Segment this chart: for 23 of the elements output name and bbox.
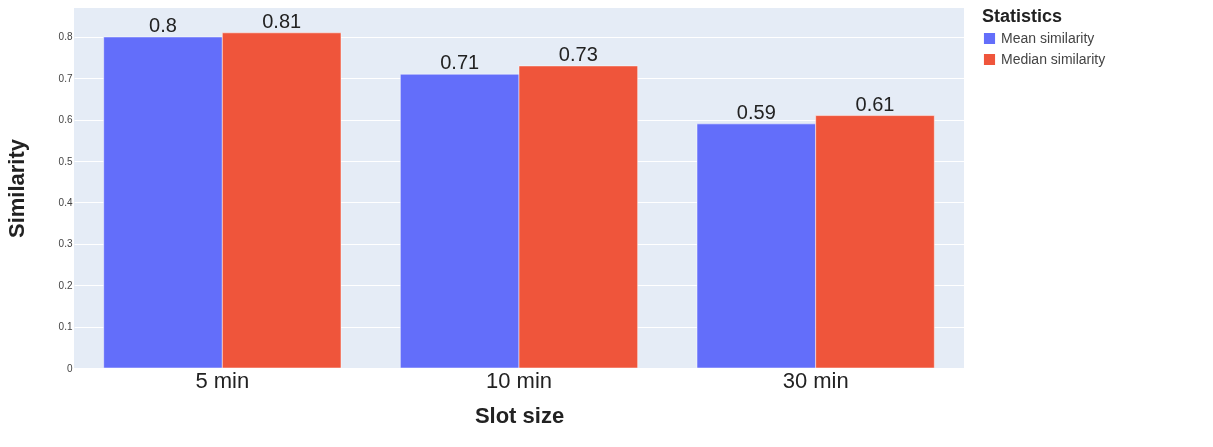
data-label: 0.61 <box>855 92 895 115</box>
y-axis-title: Similarity <box>3 138 29 239</box>
legend-title: Statistics <box>982 6 1063 26</box>
legend-label: Median similarity <box>1001 50 1106 67</box>
y-tick-label: 0.3 <box>58 238 73 250</box>
x-axis-title: Slot size <box>474 402 565 428</box>
x-tick-label: 30 min <box>782 367 849 393</box>
data-label: 0.8 <box>149 13 177 36</box>
x-tick-label: 5 min <box>195 367 250 393</box>
data-label: 0.81 <box>262 9 302 32</box>
x-tick-label: 10 min <box>485 367 553 393</box>
y-tick-label: 0 <box>66 362 73 374</box>
y-tick-label: 0.6 <box>58 114 73 126</box>
legend-label: Mean similarity <box>1001 29 1095 46</box>
data-label: 0.59 <box>736 100 776 123</box>
y-tick-label: 0.8 <box>58 31 73 43</box>
y-tick-label: 0.4 <box>58 196 73 208</box>
data-label: 0.71 <box>440 51 480 74</box>
y-tick-label: 0.1 <box>58 321 73 333</box>
y-tick-label: 0.7 <box>58 72 73 84</box>
y-tick-label: 0.5 <box>58 155 73 167</box>
y-tick-label: 0.2 <box>58 279 73 291</box>
data-label: 0.73 <box>558 42 598 65</box>
